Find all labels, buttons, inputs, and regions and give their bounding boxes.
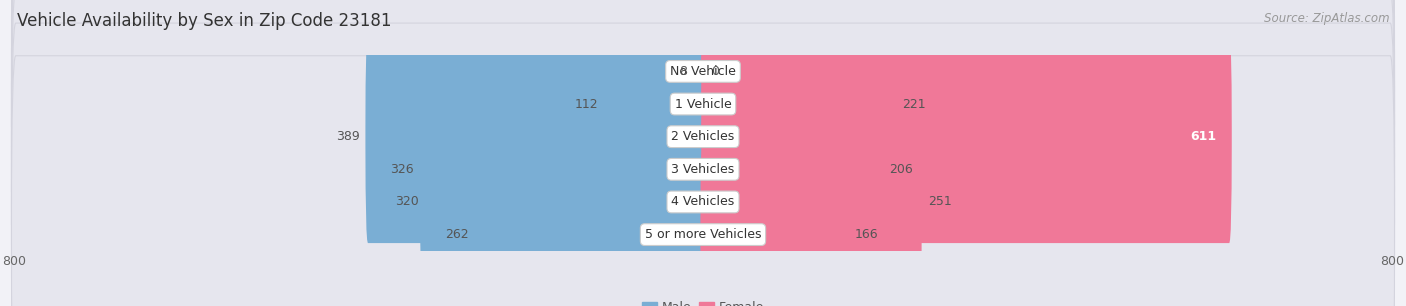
Text: 8: 8	[679, 65, 688, 78]
Text: 4 Vehicles: 4 Vehicles	[672, 196, 734, 208]
Text: Vehicle Availability by Sex in Zip Code 23181: Vehicle Availability by Sex in Zip Code …	[17, 12, 391, 30]
FancyBboxPatch shape	[11, 0, 1395, 306]
FancyBboxPatch shape	[475, 128, 706, 306]
FancyBboxPatch shape	[700, 128, 849, 306]
Text: 320: 320	[395, 196, 419, 208]
Text: No Vehicle: No Vehicle	[671, 65, 735, 78]
Text: 2 Vehicles: 2 Vehicles	[672, 130, 734, 143]
FancyBboxPatch shape	[11, 0, 1395, 283]
FancyBboxPatch shape	[11, 56, 1395, 306]
FancyBboxPatch shape	[700, 30, 1232, 243]
FancyBboxPatch shape	[605, 0, 706, 211]
FancyBboxPatch shape	[11, 0, 1395, 250]
Text: Source: ZipAtlas.com: Source: ZipAtlas.com	[1264, 12, 1389, 25]
Text: 5 or more Vehicles: 5 or more Vehicles	[645, 228, 761, 241]
FancyBboxPatch shape	[700, 63, 883, 276]
Text: 251: 251	[928, 196, 952, 208]
Text: 389: 389	[336, 130, 360, 143]
Text: 3 Vehicles: 3 Vehicles	[672, 163, 734, 176]
Text: 166: 166	[855, 228, 879, 241]
Text: 262: 262	[446, 228, 468, 241]
FancyBboxPatch shape	[425, 95, 706, 306]
FancyBboxPatch shape	[693, 0, 706, 178]
Text: 221: 221	[901, 98, 925, 110]
Text: 1 Vehicle: 1 Vehicle	[675, 98, 731, 110]
FancyBboxPatch shape	[366, 30, 706, 243]
FancyBboxPatch shape	[11, 0, 1395, 306]
FancyBboxPatch shape	[419, 63, 706, 276]
Text: 326: 326	[389, 163, 413, 176]
Text: 611: 611	[1189, 130, 1216, 143]
FancyBboxPatch shape	[11, 23, 1395, 306]
Text: 0: 0	[711, 65, 720, 78]
Text: 112: 112	[574, 98, 598, 110]
FancyBboxPatch shape	[700, 0, 896, 211]
Text: 206: 206	[889, 163, 912, 176]
FancyBboxPatch shape	[700, 95, 922, 306]
Legend: Male, Female: Male, Female	[637, 296, 769, 306]
